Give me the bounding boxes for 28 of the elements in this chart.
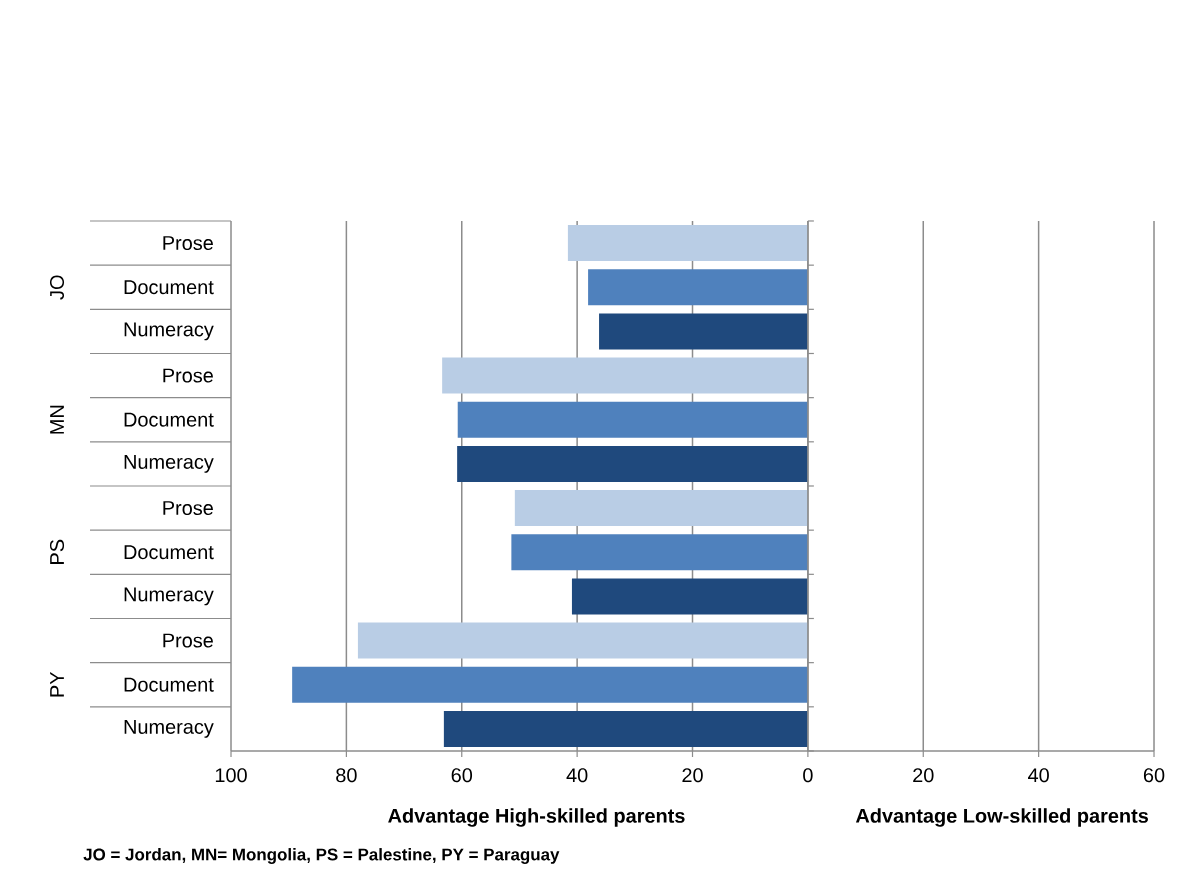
x-tick-label: 20 [682,768,703,783]
y-tick-label: Numeracy [124,454,214,473]
x-tick-label: 20 [913,768,934,783]
x-tick-label: 40 [1028,768,1049,783]
y-tick-label: Prose [163,236,213,251]
text: MN [50,405,64,434]
y-tick-label: Prose [163,633,213,648]
y-tick-label: Numeracy [124,587,214,606]
y-tick-label: Document [124,412,214,427]
text: JO = Jordan, MN= Mongolia, PS = Palestine, PY = Paraguay [83,848,560,864]
y-tick-label: Document [124,280,214,295]
text: PY [50,671,64,697]
x-tick-label: 80 [336,768,357,783]
x-tick-label: 60 [451,768,473,783]
y-tick-label: Numeracy [124,322,214,341]
x-tick-label: 40 [566,768,588,783]
y-tick-label: Document [124,545,214,560]
text: Advantage Low-skilled parents [855,808,1148,827]
y-tick-label: Numeracy [124,719,214,738]
x-axis-title: Advantage High-skilled parents [388,808,685,827]
x-tick-label: 60 [1143,768,1165,783]
x-tick-label: 0 [803,768,813,783]
y-tick-label: Prose [163,368,213,383]
y-tick-label: Prose [163,501,213,516]
text: JO [49,275,65,300]
text: PS [49,539,65,564]
x-tick-label: 100 [215,768,247,783]
y-tick-label: Document [124,677,214,692]
